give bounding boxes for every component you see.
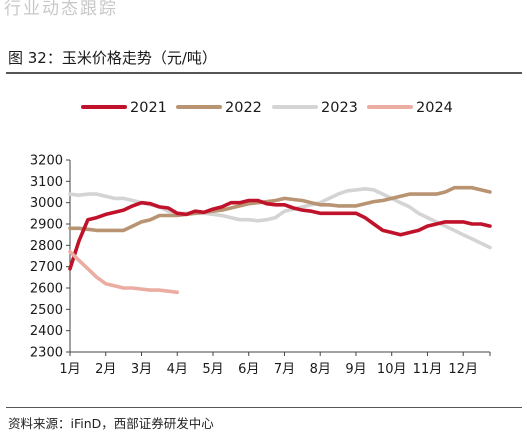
x-tick-label: 8月 [310, 362, 331, 377]
x-tick-label: 9月 [345, 362, 366, 377]
x-tick-label: 2月 [95, 362, 116, 377]
x-tick-label: 6月 [238, 362, 259, 377]
x-tick-label: 5月 [202, 362, 223, 377]
legend-label-2024: 2024 [416, 100, 453, 116]
source-note: 资料来源：iFinD，西部证券研发中心 [8, 416, 214, 431]
x-tick-label: 4月 [167, 362, 188, 377]
y-tick-label: 2300 [30, 346, 63, 361]
y-tick-label: 3000 [30, 196, 63, 211]
y-axis: 2300 2400 2500 2600 2700 2800 2900 3000 3100 3200 [30, 154, 71, 361]
title-divider [6, 72, 522, 74]
series-lines [68, 185, 492, 295]
legend-label-2021: 2021 [130, 100, 167, 116]
source-divider [6, 407, 522, 408]
series-line-2024 [68, 249, 179, 295]
y-tick-label: 2600 [30, 282, 63, 297]
chart-legend: 2021 2022 2023 2024 [81, 100, 453, 116]
series-line-2021 [68, 198, 492, 271]
x-tick-label: 10月 [377, 362, 407, 377]
y-tick-label: 2800 [30, 239, 63, 254]
series-line-2022 [68, 185, 492, 233]
x-tick-label: 7月 [274, 362, 295, 377]
x-tick-label: 1月 [59, 362, 80, 377]
figure-title: 图 32：玉米价格走势（元/吨） [8, 49, 217, 67]
y-tick-label: 2500 [30, 303, 63, 318]
x-tick-label: 11月 [413, 362, 443, 377]
y-tick-label: 3200 [30, 154, 63, 169]
legend-label-2022: 2022 [225, 100, 262, 116]
y-tick-label: 2900 [30, 218, 63, 233]
y-tick-label: 3100 [30, 175, 63, 190]
legend-label-2023: 2023 [321, 100, 358, 116]
y-tick-label: 2700 [30, 260, 63, 275]
x-tick-label: 3月 [131, 362, 152, 377]
y-tick-label: 2400 [30, 324, 63, 339]
x-axis: 1月 2月 3月 4月 5月 6月 7月 8月 9月 10月 11月 12月 [59, 351, 491, 377]
page-header-ghost-text: 行业动态跟踪 [4, 0, 118, 19]
x-tick-label: 12月 [448, 362, 478, 377]
